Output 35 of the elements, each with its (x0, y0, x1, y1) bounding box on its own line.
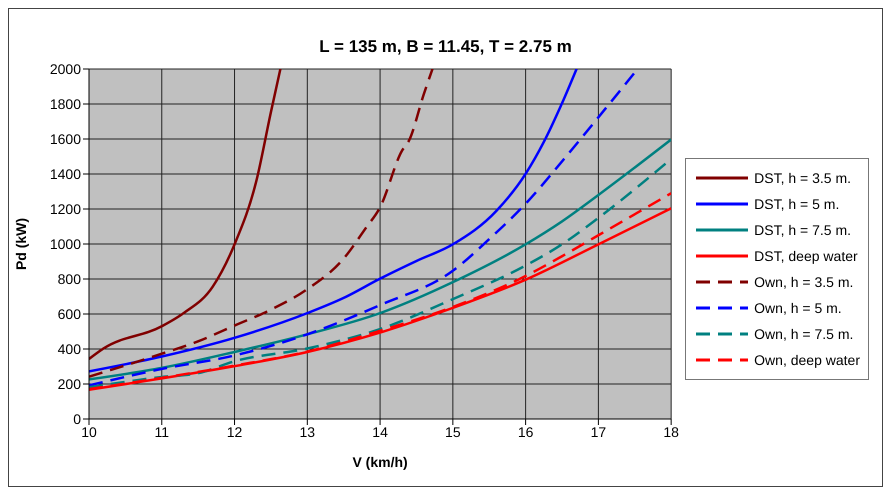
y-tick-label: 1600 (50, 130, 82, 147)
y-tick-label: 0 (73, 410, 82, 427)
x-tick-label: 11 (154, 424, 170, 440)
x-tick-label: 18 (663, 424, 680, 440)
y-tick-label: 600 (58, 306, 82, 322)
line-series (89, 69, 578, 373)
y-tick-label: 1800 (50, 96, 82, 112)
legend-label: Own, deep water (754, 352, 860, 368)
x-tick-label: 17 (590, 424, 606, 440)
legend-label: DST, h = 3.5 m. (754, 170, 852, 186)
x-tick-label: 15 (445, 424, 461, 440)
y-tick-label: 2000 (50, 60, 82, 77)
y-tick-label: 200 (58, 376, 82, 392)
legend-label: DST, deep water (754, 248, 858, 264)
x-tick-label: 12 (226, 424, 243, 440)
line-series (89, 69, 434, 378)
x-tick-label: 14 (372, 424, 388, 440)
y-tick-label: 400 (58, 340, 82, 357)
legend-label: Own, h = 5 m. (754, 300, 842, 316)
y-tick-label: 800 (58, 270, 82, 287)
y-axis-title: Pd (kW) (12, 218, 29, 270)
x-tick-label: 10 (81, 424, 97, 440)
x-tick-label: 13 (300, 424, 316, 440)
x-tick-label: 16 (518, 424, 534, 440)
y-tick-label: 1200 (50, 200, 82, 217)
legend-label: Own, h = 3.5 m. (754, 274, 854, 290)
line-series (89, 69, 282, 360)
x-axis-title: V (km/h) (352, 454, 408, 470)
y-tick-label: 1400 (50, 166, 82, 182)
legend-label: DST, h = 7.5 m. (754, 222, 852, 238)
line-series (89, 71, 636, 387)
chart-title: L = 135 m, B = 11.45, T = 2.75 m (318, 37, 573, 58)
legend-label: DST, h = 5 m. (754, 196, 840, 212)
y-tick-label: 1000 (50, 236, 82, 252)
legend-label: Own, h = 7.5 m. (754, 326, 854, 342)
